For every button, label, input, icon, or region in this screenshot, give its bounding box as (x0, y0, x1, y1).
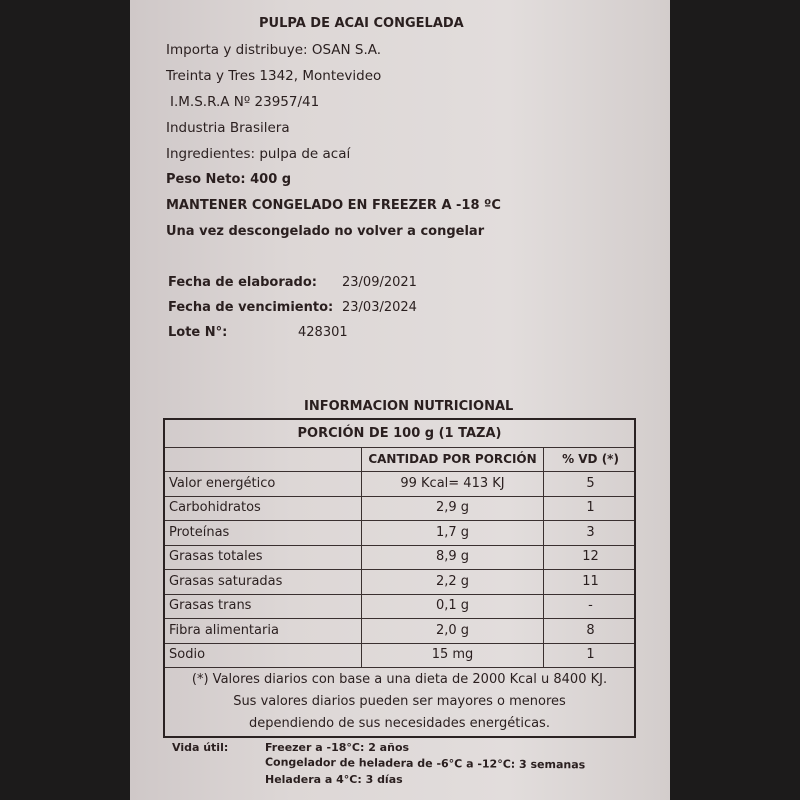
product-title: PULPA DE ACAI CONGELADA (259, 16, 464, 31)
nutrient-vd: 12 (543, 544, 637, 569)
lote-label: Lote N°: (168, 325, 228, 340)
nutrient-vd: 11 (543, 569, 637, 594)
nutrient-name: Grasas totales (169, 549, 263, 565)
ingredients-line: Ingredientes: pulpa de acaí (166, 146, 351, 162)
nutrient-amount: 15 mg (361, 642, 543, 667)
nutrient-row: Grasas totales 8,9 g 12 (165, 544, 637, 570)
vida-util-label: Vida útil: (172, 741, 229, 754)
header-row: CANTIDAD POR PORCIÓN % VD (*) (165, 447, 634, 472)
importer-line: Importa y distribuye: OSAN S.A. (166, 42, 382, 58)
footnote-line: (*) Valores diarios con base a una dieta… (191, 672, 608, 687)
nutrient-vd: 8 (543, 618, 637, 643)
nutrient-row: Grasas saturadas 2,2 g 11 (165, 569, 634, 595)
nutrient-row: Grasas trans 0,1 g- (165, 593, 637, 619)
net-weight: Peso Neto: 400 g (166, 172, 292, 187)
footnote: (*) Valores diarios con base a una dieta… (165, 667, 634, 736)
nutrient-name: Grasas saturadas (169, 573, 283, 589)
origin-line: Industria Brasilera (166, 120, 290, 136)
address-line: Treinta y Tres 1342, Montevideo (166, 68, 382, 84)
nutrient-vd: 5 (543, 471, 637, 496)
nutrient-amount: 99 Kcal= 413 KJ (361, 471, 543, 496)
nutrient-vd: 3 (543, 520, 637, 545)
lote-number: 428301 (298, 325, 348, 340)
nutrient-amount: 1,7 g (361, 520, 543, 545)
nutrient-amount: 2,9 g (361, 495, 543, 520)
nutrient-amount: 8,9 g (361, 544, 543, 569)
nutrient-vd: 1 (543, 495, 637, 520)
col-amount-header: CANTIDAD POR PORCIÓN (361, 447, 543, 471)
label-paper (130, 0, 670, 800)
col-vd-header: % VD (*) (543, 447, 637, 471)
nutrient-name: Fibra alimentaria (169, 622, 279, 638)
nutrient-name: Carbohidratos (169, 500, 261, 516)
vida-util-line: Freezer a -18°C: 2 años (265, 741, 410, 754)
nutrient-amount: 2,2 g (361, 569, 543, 594)
nutrient-vd: - (543, 593, 637, 618)
nutrient-name: Valor energético (169, 475, 276, 491)
nutrient-name: Grasas trans (169, 598, 252, 614)
portion-label: PORCIÓN DE 100 g (1 TAZA) (297, 426, 502, 441)
nutrient-amount: 2,0 g (361, 618, 543, 643)
vida-util-line: Congelador de heladera de -6°C a -12°C: … (264, 755, 586, 772)
elaborado-label: Fecha de elaborado: (168, 275, 317, 290)
nutrient-amount: 0,1 g (361, 593, 543, 618)
nutrition-title: INFORMACION NUTRICIONAL (304, 399, 514, 414)
vencimiento-label: Fecha de vencimiento: (168, 300, 334, 315)
refreeze-warning: Una vez descongelado no volver a congela… (166, 224, 485, 239)
vencimiento-date: 23/03/2024 (342, 300, 417, 315)
nutrient-name: Sodio (169, 647, 206, 663)
footnote-line: dependiendo de sus necesidades energétic… (249, 716, 550, 731)
nutrient-vd: 1 (543, 642, 637, 667)
elaborado-date: 23/09/2021 (342, 275, 417, 290)
storage-warning: MANTENER CONGELADO EN FREEZER A -18 ºC (166, 198, 501, 213)
footnote-line: Sus valores diarios pueden ser mayores o… (233, 694, 566, 709)
registry-line: I.M.S.R.A Nº 23957/41 (170, 94, 320, 110)
nutrient-row: Valor energético 99 Kcal= 413 KJ 5 (165, 471, 634, 497)
nutrient-name: Proteínas (169, 524, 230, 540)
nutrient-row: Sodio 15 mg 1 (165, 642, 637, 668)
nutrition-table: PORCIÓN DE 100 g (1 TAZA) CANTIDAD POR P… (163, 418, 636, 738)
portion-row: PORCIÓN DE 100 g (1 TAZA) (165, 420, 634, 448)
vida-util-line: Heladera a 4°C: 3 días (265, 773, 403, 786)
